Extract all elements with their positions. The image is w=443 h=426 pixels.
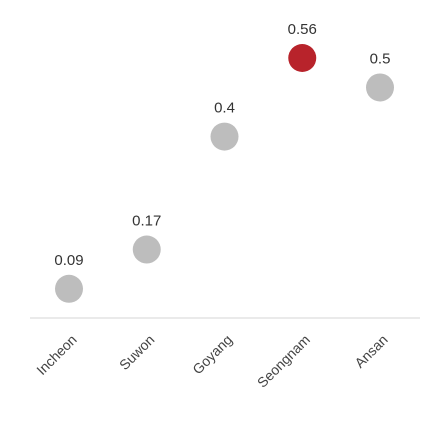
x-tick-label: Ansan bbox=[351, 331, 390, 370]
x-tick-label: Incheon bbox=[33, 331, 80, 378]
value-label: 0.17 bbox=[132, 212, 161, 229]
value-label: 0.5 bbox=[370, 50, 391, 67]
dot bbox=[132, 235, 161, 264]
x-tick-label: Seongnam bbox=[254, 331, 313, 390]
x-tick-label: Goyang bbox=[189, 331, 235, 377]
value-label: 0.56 bbox=[288, 21, 317, 38]
dot bbox=[366, 73, 394, 102]
dot bbox=[55, 274, 83, 303]
dot bbox=[210, 122, 239, 151]
value-label: 0.09 bbox=[54, 252, 83, 269]
x-tick-label: Suwon bbox=[116, 331, 158, 373]
dot bbox=[288, 44, 317, 72]
value-label: 0.4 bbox=[214, 100, 235, 117]
